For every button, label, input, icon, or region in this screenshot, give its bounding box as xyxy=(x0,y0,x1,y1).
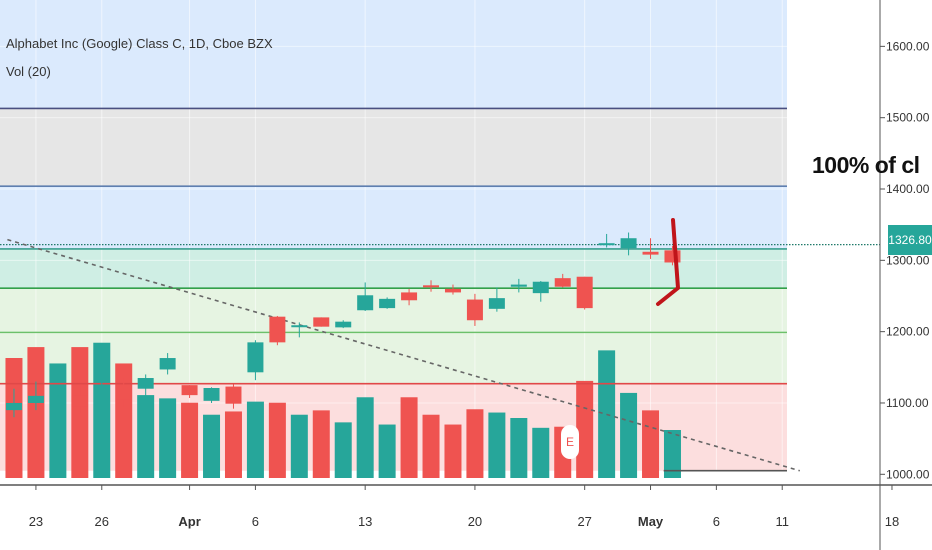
candle-body xyxy=(159,358,176,370)
candle-body xyxy=(115,385,132,400)
volume-bar xyxy=(334,422,352,478)
candle-body xyxy=(93,385,110,403)
time-tick-label: 18 xyxy=(885,514,899,529)
volume-bar xyxy=(620,392,638,478)
volume-bar xyxy=(510,418,528,478)
candle-body xyxy=(576,276,593,309)
volume-bar xyxy=(444,424,462,478)
candle-body xyxy=(27,395,44,403)
candle-body xyxy=(466,299,483,321)
volume-bar xyxy=(422,414,440,478)
candle-body xyxy=(554,278,571,287)
candle-body xyxy=(598,243,615,246)
volume-bar xyxy=(642,410,660,478)
time-tick-label: 11 xyxy=(775,514,789,529)
candle-body xyxy=(444,288,461,293)
candle-body xyxy=(71,395,88,407)
candle-body xyxy=(664,250,681,263)
trendline xyxy=(7,238,801,472)
candle-body xyxy=(532,281,549,294)
volume-bar xyxy=(290,414,308,478)
volume-bar xyxy=(224,411,242,478)
chart-title: Alphabet Inc (Google) Class C, 1D, Cboe … xyxy=(6,36,273,51)
last-price-tag: 1326.80 xyxy=(888,225,932,255)
candle-body xyxy=(313,317,330,327)
zone-2 xyxy=(0,186,787,249)
candle-body xyxy=(225,386,242,404)
price-tick-label: 1200.00 xyxy=(886,325,930,339)
time-tick-label: 13 xyxy=(358,514,372,529)
volume-bar xyxy=(181,402,199,478)
time-tick-label: 20 xyxy=(468,514,482,529)
candle-body xyxy=(510,284,527,287)
price-tick-label: 1300.00 xyxy=(886,253,930,267)
candle-body xyxy=(203,388,220,401)
earnings-marker[interactable]: E xyxy=(561,425,579,459)
price-tick-label: 1100.00 xyxy=(886,396,929,410)
candle-body xyxy=(181,385,198,396)
candle-body xyxy=(5,402,22,411)
volume-bar xyxy=(356,397,374,478)
candle-body xyxy=(488,298,505,309)
candle-body xyxy=(642,251,659,255)
volume-bar xyxy=(49,363,67,478)
price-tick-label: 1500.00 xyxy=(886,111,930,125)
time-tick-label: 6 xyxy=(713,514,720,529)
price-tick-label: 1600.00 xyxy=(886,39,930,53)
annotation-arrow xyxy=(656,218,680,306)
volume-bar xyxy=(137,395,155,478)
candle-body xyxy=(269,316,286,343)
candle-body xyxy=(423,285,440,288)
time-tick-label: 27 xyxy=(577,514,591,529)
volume-bar xyxy=(378,424,396,478)
zone-0 xyxy=(0,0,787,109)
volume-bar xyxy=(5,358,23,478)
volume-bar xyxy=(312,410,330,478)
candle-body xyxy=(247,342,264,373)
volume-bar xyxy=(663,430,681,478)
price-tick-label: 1400.00 xyxy=(886,182,930,196)
volume-bar xyxy=(203,414,221,478)
candle-body xyxy=(291,325,308,328)
volume-bar xyxy=(268,402,286,478)
volume-bar xyxy=(576,380,594,478)
time-tick-label: 23 xyxy=(29,514,43,529)
time-tick-label: Apr xyxy=(178,514,200,529)
candle-body xyxy=(620,238,637,249)
volume-bar xyxy=(27,347,45,478)
volume-indicator-label: Vol (20) xyxy=(6,64,51,79)
price-tick-label: 1000.00 xyxy=(886,467,930,481)
volume-bar xyxy=(488,412,506,478)
candle-body xyxy=(357,295,374,311)
volume-bar xyxy=(532,427,550,478)
volume-bar xyxy=(159,398,177,478)
zone-1 xyxy=(0,108,787,187)
candle-body xyxy=(335,321,352,328)
candle-body xyxy=(401,292,418,301)
volume-bar xyxy=(246,401,264,478)
candle-body xyxy=(137,378,154,389)
candle-body xyxy=(49,395,66,403)
volume-bar xyxy=(400,397,418,478)
time-tick-label: 6 xyxy=(252,514,259,529)
zone-3 xyxy=(0,248,787,289)
annotation-text[interactable]: 100% of cl xyxy=(812,152,920,178)
time-tick-label: 26 xyxy=(95,514,109,529)
time-tick-label: May xyxy=(638,514,664,529)
candle-body xyxy=(379,298,396,309)
volume-bar xyxy=(466,409,484,478)
